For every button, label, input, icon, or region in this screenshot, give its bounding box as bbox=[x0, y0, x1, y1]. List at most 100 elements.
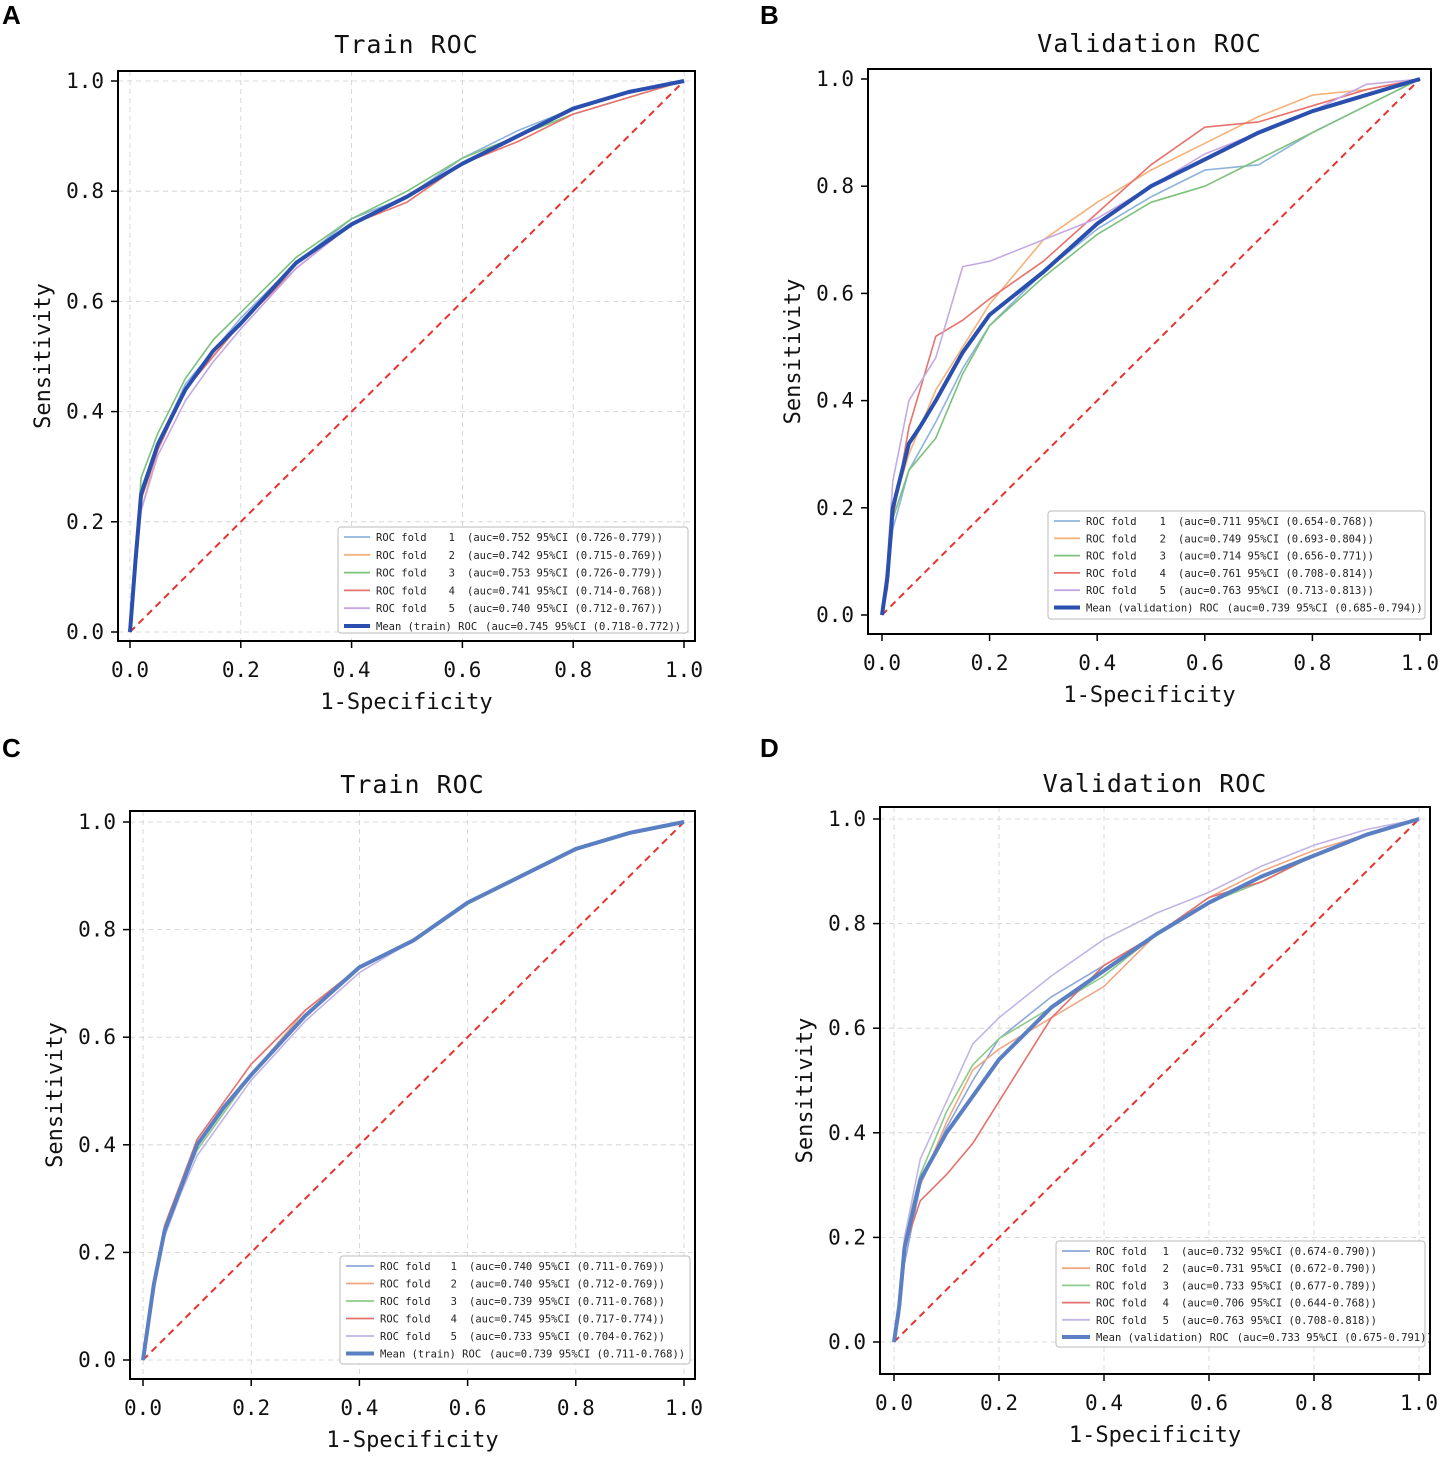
legend-label-mean: Mean (train) ROC bbox=[376, 621, 477, 633]
legend-label-fold: ROC fold bbox=[380, 1261, 431, 1273]
legend-label-fold: ROC fold bbox=[376, 568, 427, 580]
y-tick-label: 0.4 bbox=[66, 400, 104, 424]
legend-fold-number: 3 bbox=[451, 1296, 457, 1308]
y-tick-label: 0.6 bbox=[78, 1025, 116, 1049]
y-tick-label: 1.0 bbox=[828, 807, 866, 831]
legend-auc-fold: (auc=0.761 95%CI (0.708-0.814)) bbox=[1178, 568, 1374, 580]
panel-letter: B bbox=[760, 0, 779, 30]
y-tick-label: 0.0 bbox=[828, 1330, 866, 1354]
legend-auc-fold: (auc=0.739 95%CI (0.711-0.768)) bbox=[469, 1296, 665, 1308]
legend-auc-mean: (auc=0.739 95%CI (0.685-0.794)) bbox=[1227, 603, 1423, 615]
legend-label-fold: ROC fold bbox=[1086, 585, 1137, 597]
legend-fold-number: 1 bbox=[449, 532, 455, 544]
legend-fold-number: 4 bbox=[1160, 568, 1166, 580]
legend-fold-number: 1 bbox=[451, 1261, 457, 1273]
x-axis-label: 1-Specificity bbox=[1063, 683, 1235, 708]
x-tick-label: 0.8 bbox=[1293, 651, 1331, 675]
legend-fold-number: 2 bbox=[1163, 1263, 1169, 1275]
legend-label-fold: ROC fold bbox=[380, 1296, 431, 1308]
plot-frame bbox=[129, 810, 696, 1380]
legend-auc-fold: (auc=0.763 95%CI (0.708-0.818)) bbox=[1181, 1315, 1377, 1327]
plot-frame bbox=[867, 68, 1432, 635]
x-axis-label: 1-Specificity bbox=[326, 1428, 498, 1453]
x-tick-label: 0.6 bbox=[443, 658, 481, 682]
y-axis-label: Sensitivity bbox=[43, 1022, 68, 1168]
x-tick-label: 1.0 bbox=[665, 658, 703, 682]
legend-fold-number: 4 bbox=[451, 1314, 457, 1326]
legend-label-fold: ROC fold bbox=[1086, 568, 1137, 580]
chart-title: Validation ROC bbox=[1037, 29, 1262, 58]
y-tick-label: 0.8 bbox=[66, 179, 104, 203]
chance-diagonal-line bbox=[129, 80, 685, 633]
x-tick-label: 0.6 bbox=[1190, 1391, 1228, 1415]
legend-auc-fold: (auc=0.745 95%CI (0.717-0.774)) bbox=[469, 1314, 665, 1326]
y-tick-label: 0.0 bbox=[816, 603, 854, 627]
legend-fold-number: 3 bbox=[1160, 551, 1166, 563]
plot-frame bbox=[879, 806, 1431, 1375]
x-tick-label: 0.0 bbox=[875, 1391, 913, 1415]
y-axis-label: Sensitivity bbox=[31, 283, 56, 429]
x-tick-label: 1.0 bbox=[665, 1396, 703, 1420]
y-tick-label: 0.4 bbox=[828, 1121, 866, 1145]
legend-fold-number: 4 bbox=[449, 585, 455, 597]
legend-fold-number: 5 bbox=[449, 603, 455, 615]
x-tick-label: 0.4 bbox=[1085, 1391, 1123, 1415]
legend-auc-fold: (auc=0.733 95%CI (0.704-0.762)) bbox=[469, 1331, 665, 1343]
y-tick-label: 0.0 bbox=[78, 1348, 116, 1372]
panel-letter: A bbox=[2, 0, 21, 30]
legend-auc-fold: (auc=0.763 95%CI (0.713-0.813)) bbox=[1178, 585, 1374, 597]
x-tick-label: 0.2 bbox=[232, 1396, 270, 1420]
legend-fold-number: 3 bbox=[1163, 1280, 1169, 1292]
x-tick-label: 0.2 bbox=[222, 658, 260, 682]
legend-box bbox=[1055, 1240, 1426, 1348]
legend-auc-fold: (auc=0.731 95%CI (0.672-0.790)) bbox=[1181, 1263, 1377, 1275]
legend-auc-fold: (auc=0.732 95%CI (0.674-0.790)) bbox=[1181, 1246, 1377, 1258]
legend-auc-fold: (auc=0.740 95%CI (0.712-0.769)) bbox=[469, 1279, 665, 1291]
legend-label-fold: ROC fold bbox=[1086, 516, 1137, 528]
legend-auc-fold: (auc=0.742 95%CI (0.715-0.769)) bbox=[467, 550, 663, 562]
x-tick-label: 0.4 bbox=[1078, 651, 1116, 675]
legend-auc-mean: (auc=0.733 95%CI (0.675-0.791)) bbox=[1237, 1332, 1433, 1344]
legend-fold-number: 1 bbox=[1163, 1246, 1169, 1258]
y-tick-label: 0.8 bbox=[78, 918, 116, 942]
x-tick-label: 1.0 bbox=[1400, 1391, 1438, 1415]
chance-diagonal-line bbox=[881, 78, 1421, 616]
x-tick-label: 0.0 bbox=[863, 651, 901, 675]
legend-auc-fold: (auc=0.714 95%CI (0.656-0.771)) bbox=[1178, 551, 1374, 563]
panel-letter: D bbox=[760, 733, 779, 763]
x-tick-label: 0.8 bbox=[557, 1396, 595, 1420]
y-tick-label: 1.0 bbox=[816, 67, 854, 91]
x-tick-label: 1.0 bbox=[1401, 651, 1439, 675]
roc-curve-fold-3 bbox=[881, 78, 1421, 616]
chance-diagonal-line bbox=[893, 818, 1420, 1343]
y-tick-label: 0.4 bbox=[816, 389, 854, 413]
legend-label-fold: ROC fold bbox=[1086, 551, 1137, 563]
legend-auc-fold: (auc=0.752 95%CI (0.726-0.779)) bbox=[467, 532, 663, 544]
x-tick-label: 0.4 bbox=[333, 658, 371, 682]
roc-curve-mean bbox=[892, 817, 1420, 1343]
roc-curve-fold-5 bbox=[893, 818, 1420, 1343]
panel-b: B Validation ROC 0.0 0.2 0.4 0.6 0.8 1.0 0.0 0.2 0… bbox=[760, 0, 1439, 708]
y-tick-label: 0.0 bbox=[66, 620, 104, 644]
legend-label-fold: ROC fold bbox=[1096, 1315, 1147, 1327]
y-tick-label: 0.6 bbox=[816, 281, 854, 305]
x-axis-label: 1-Specificity bbox=[320, 690, 492, 715]
y-tick-label: 0.6 bbox=[828, 1016, 866, 1040]
y-tick-label: 1.0 bbox=[66, 69, 104, 93]
x-tick-label: 0.8 bbox=[554, 658, 592, 682]
legend-label-fold: ROC fold bbox=[1096, 1280, 1147, 1292]
roc-curve-mean bbox=[128, 79, 685, 633]
y-tick-label: 0.6 bbox=[66, 289, 104, 313]
x-tick-label: 0.4 bbox=[340, 1396, 378, 1420]
legend-auc-mean: (auc=0.745 95%CI (0.718-0.772)) bbox=[485, 621, 681, 633]
chart-title: Train ROC bbox=[340, 770, 484, 799]
x-tick-label: 0.0 bbox=[111, 658, 149, 682]
legend-auc-fold: (auc=0.740 95%CI (0.711-0.769)) bbox=[469, 1261, 665, 1273]
y-axis-label: Sensitivity bbox=[793, 1018, 818, 1164]
legend-auc-fold: (auc=0.740 95%CI (0.712-0.767)) bbox=[467, 603, 663, 615]
x-tick-label: 0.2 bbox=[971, 651, 1009, 675]
legend-fold-number: 2 bbox=[451, 1279, 457, 1291]
y-tick-label: 0.4 bbox=[78, 1133, 116, 1157]
legend-auc-fold: (auc=0.749 95%CI (0.693-0.804)) bbox=[1178, 533, 1374, 545]
legend-fold-number: 5 bbox=[451, 1331, 457, 1343]
